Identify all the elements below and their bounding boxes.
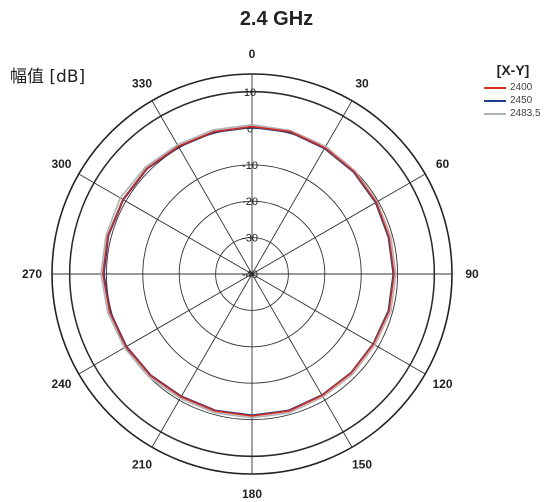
grid-spoke bbox=[251, 273, 353, 448]
chart-title: 2.4 GHz bbox=[239, 8, 314, 30]
grid-spoke bbox=[251, 100, 353, 275]
grid-spoke bbox=[251, 273, 426, 375]
angle-tick-label: 270 bbox=[22, 267, 42, 281]
grid-spoke bbox=[78, 273, 253, 375]
angle-tick-label: 120 bbox=[433, 377, 453, 391]
grid-spoke bbox=[151, 273, 253, 448]
legend-swatch bbox=[484, 86, 506, 89]
grid-spoke bbox=[151, 100, 253, 275]
series-line bbox=[102, 125, 395, 417]
legend-swatch bbox=[484, 112, 506, 115]
legend-label: 2450 bbox=[510, 95, 533, 106]
grid-spoke bbox=[78, 173, 253, 275]
legend-label: 2483.5 bbox=[510, 108, 541, 119]
grid-spoke bbox=[251, 173, 426, 275]
angle-tick-label: 330 bbox=[132, 76, 152, 90]
angle-tick-label: 60 bbox=[436, 157, 450, 171]
legend-entry: 2483.5 bbox=[484, 107, 542, 120]
angle-tick-label: 90 bbox=[465, 267, 479, 281]
angle-tick-label: 240 bbox=[51, 377, 71, 391]
radial-tick-label: 10 bbox=[244, 87, 256, 99]
angle-tick-label: 0 bbox=[249, 47, 256, 61]
series-line bbox=[100, 124, 397, 419]
radial-axis-label: 幅值 [dB] bbox=[10, 67, 86, 87]
legend-entries: 2400 2450 2483.5 bbox=[484, 81, 542, 120]
angle-tick-label: 30 bbox=[355, 76, 369, 90]
legend: [X-Y] 2400 2450 2483.5 bbox=[484, 62, 542, 120]
legend-entry: 2400 bbox=[484, 81, 542, 94]
angle-tick-label: 210 bbox=[132, 458, 152, 472]
radial-tick-label: -20 bbox=[242, 196, 258, 208]
legend-entry: 2450 bbox=[484, 94, 542, 107]
legend-swatch bbox=[484, 99, 506, 102]
angle-tick-label: 180 bbox=[242, 487, 262, 501]
radial-tick-label: 0 bbox=[247, 123, 253, 135]
legend-label: 2400 bbox=[510, 82, 533, 93]
radial-tick-label: -30 bbox=[242, 233, 258, 245]
radial-tick-label: -10 bbox=[242, 160, 258, 172]
radial-tick-label: -40 bbox=[242, 269, 258, 281]
angle-tick-label: 150 bbox=[352, 458, 372, 472]
legend-title: [X-Y] bbox=[496, 62, 530, 78]
angle-tick-label: 300 bbox=[51, 157, 71, 171]
